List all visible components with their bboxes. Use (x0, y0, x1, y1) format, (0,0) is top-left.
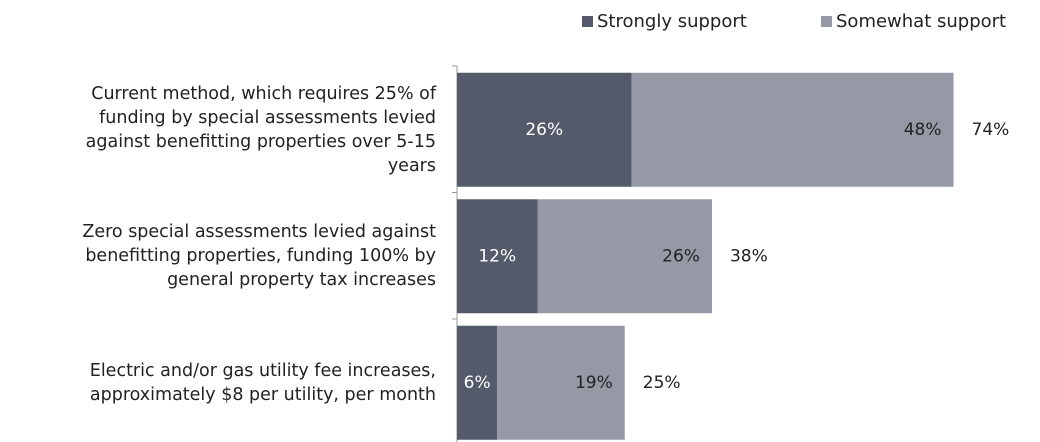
bar-segment (631, 72, 954, 187)
bar-segment (537, 199, 712, 314)
category-label: Zero special assessments levied against … (82, 222, 436, 291)
data-label: 12% (478, 246, 516, 266)
data-label: 6% (464, 373, 491, 393)
total-label: 25% (643, 373, 681, 393)
category-label: Electric and/or gas utility fee increase… (89, 360, 436, 405)
legend-swatch (582, 16, 593, 27)
bar-segment (457, 72, 632, 187)
data-label: 26% (525, 120, 563, 140)
data-label: 19% (575, 373, 613, 393)
bar-segment (457, 199, 538, 314)
total-label: 38% (730, 246, 768, 266)
legend-label: Strongly support (597, 11, 747, 32)
category-label: Current method, which requires 25% of fu… (85, 83, 436, 176)
data-label: 26% (662, 246, 700, 266)
total-label: 74% (972, 120, 1010, 140)
bar-segment (497, 325, 625, 440)
legend-swatch (821, 16, 832, 27)
legend-label: Somewhat support (836, 11, 1006, 32)
bar-segment (457, 325, 498, 440)
data-label: 48% (904, 120, 942, 140)
